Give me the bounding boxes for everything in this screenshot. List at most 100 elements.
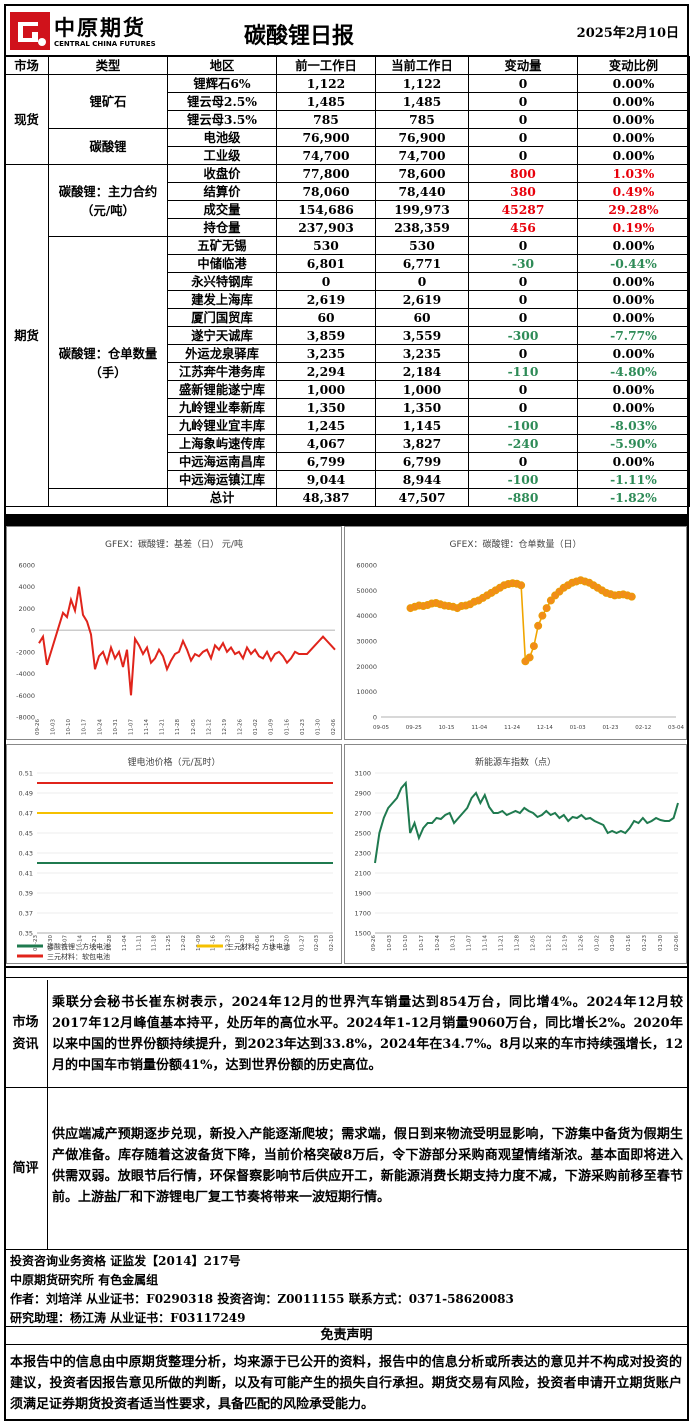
section-divider	[4, 966, 689, 978]
change-value: 0	[468, 290, 578, 309]
prev-value: 1,000	[276, 380, 376, 399]
column-header: 当前工作日	[375, 56, 469, 75]
y-tick-label: 0.45	[19, 830, 33, 838]
x-tick-label: 12-30	[240, 935, 246, 951]
company-logo: 中原期货 CENTRAL CHINA FUTURES	[10, 10, 170, 54]
prev-value: 237,903	[276, 218, 376, 237]
x-tick-label: 01-09	[269, 719, 275, 735]
change-percent: 0.00%	[577, 128, 690, 147]
x-tick-label: 11-07	[128, 719, 134, 735]
curr-value: 1,122	[375, 74, 469, 93]
change-value: -30	[468, 254, 578, 273]
x-tick-label: 10-07	[63, 935, 69, 951]
x-tick-label: 10-10	[66, 719, 72, 735]
change-percent: 0.00%	[577, 380, 690, 399]
x-tick-label: 12-12	[206, 719, 212, 735]
x-tick-label: 11-04	[122, 935, 128, 951]
change-percent: 0.00%	[577, 308, 690, 327]
logo-mark-icon	[10, 12, 50, 50]
data-point	[517, 581, 526, 590]
y-tick-label: 1700	[354, 910, 371, 918]
x-tick-label: 10-21	[92, 935, 98, 951]
row-label: 江苏奔牛港务库	[167, 362, 277, 381]
row-label: 厦门国贸库	[167, 308, 277, 327]
y-tick-label: 4000	[18, 583, 35, 591]
series-line	[374, 780, 679, 864]
y-tick-label: 20000	[356, 663, 377, 671]
change-value: 0	[468, 380, 578, 399]
row-label: 总计	[167, 488, 277, 507]
change-percent: -4.80%	[577, 362, 690, 381]
row-label: 锂云母2.5%	[167, 92, 277, 111]
type-label-main-contract: 碳酸锂：主力合约（元/吨）	[48, 164, 168, 237]
change-value: 800	[468, 164, 578, 183]
curr-value: 1,145	[375, 416, 469, 435]
change-percent: -1.82%	[577, 488, 690, 507]
row-label: 中远海运镇江库	[167, 470, 277, 489]
change-value: 45287	[468, 200, 578, 219]
curr-value: 1,000	[375, 380, 469, 399]
change-value: -240	[468, 434, 578, 453]
prev-value: 1,245	[276, 416, 376, 435]
table-row: 持仓量 237,903 238,359 456 0.19%	[5, 218, 690, 237]
change-percent: 0.00%	[577, 74, 690, 93]
x-tick-label: 01-06	[255, 935, 261, 951]
report-footer: 投资咨询业务资格 证监发【2014】217号 中原期货研究所 有色金属组 作者：…	[4, 1252, 689, 1328]
prev-value: 74,700	[276, 146, 376, 165]
x-tick-label: 10-31	[113, 719, 119, 735]
row-label: 中储临港	[167, 254, 277, 273]
x-tick-label: 01-23	[300, 719, 306, 735]
change-value: -100	[468, 470, 578, 489]
x-tick-label: 10-28	[107, 935, 113, 951]
data-point	[525, 653, 534, 662]
market-info-text: 乘联分会秘书长崔东树表示，2024年12月的世界汽车销量达到854万台，同比增4…	[52, 995, 683, 1073]
column-header: 市场	[4, 56, 49, 75]
x-tick-label: 11-28	[175, 719, 181, 735]
type-label-carbonate: 碳酸锂	[48, 128, 168, 165]
x-tick-label: 01-02	[253, 719, 259, 735]
curr-value: 530	[375, 236, 469, 255]
prev-value: 154,686	[276, 200, 376, 219]
column-header: 前一工作日	[276, 56, 376, 75]
curr-value: 199,973	[375, 200, 469, 219]
chart-title: 新能源车指数（点）	[474, 758, 556, 768]
prev-value: 0	[276, 272, 376, 291]
chart-svg: 0.35 0.37 0.39 0.41 0.43 0.45 0.47 0.49 0.51 09-2…	[17, 770, 335, 961]
change-percent: 0.00%	[577, 452, 690, 471]
x-tick-label: 02-12	[635, 725, 651, 731]
change-percent: 0.49%	[577, 182, 690, 201]
prev-value: 2,294	[276, 362, 376, 381]
logo-text: 中原期货	[54, 16, 146, 40]
x-tick-label: 12-19	[562, 935, 568, 951]
change-value: 0	[468, 272, 578, 291]
y-tick-label: 30000	[356, 638, 377, 646]
row-label: 外运龙泉驿库	[167, 344, 277, 363]
row-label: 结算价	[167, 182, 277, 201]
curr-value: 238,359	[375, 218, 469, 237]
x-tick-label: 01-16	[626, 935, 632, 951]
legend-label: 三元材料：软包电池	[47, 952, 110, 961]
curr-value: 2,619	[375, 290, 469, 309]
x-tick-label: 12-05	[530, 935, 536, 951]
y-tick-label: 2100	[354, 870, 371, 878]
change-value: 0	[468, 128, 578, 147]
x-tick-label: 10-31	[451, 935, 457, 951]
curr-value: 1,485	[375, 92, 469, 111]
x-tick-label: 11-14	[144, 719, 150, 735]
y-tick-label: 1500	[354, 930, 371, 938]
prev-value: 6,799	[276, 452, 376, 471]
x-tick-label: 10-17	[419, 935, 425, 951]
y-tick-label: 40000	[356, 612, 377, 620]
x-tick-label: 12-05	[191, 719, 197, 735]
curr-value: 60	[375, 308, 469, 327]
row-label: 九岭锂业奉新库	[167, 398, 277, 417]
row-label: 持仓量	[167, 218, 277, 237]
row-label: 遂宁天诚库	[167, 326, 277, 345]
x-tick-label: 10-15	[439, 725, 455, 731]
y-tick-label: 0	[373, 714, 377, 722]
x-tick-label: 12-19	[222, 719, 228, 735]
x-tick-label: 03-04	[668, 725, 684, 731]
x-tick-label: 01-16	[284, 719, 290, 735]
change-value: 0	[468, 308, 578, 327]
basis-chart: GFEX：碳酸锂：基差（日） 元/吨 -8000 -6000 -4000 -2000 0…	[6, 526, 342, 740]
